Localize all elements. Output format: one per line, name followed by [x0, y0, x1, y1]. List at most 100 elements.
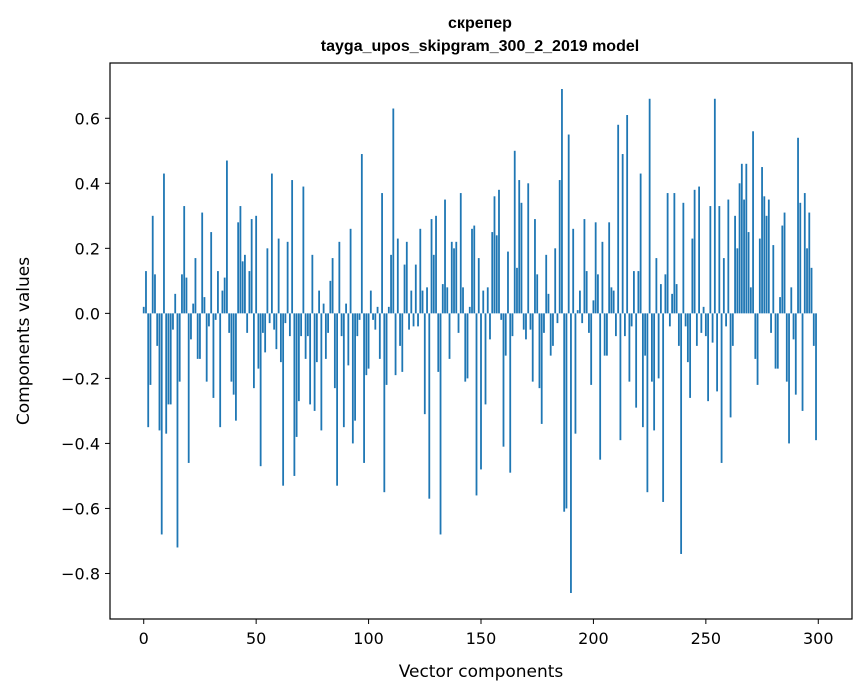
- bar: [484, 313, 487, 405]
- bar: [779, 297, 781, 314]
- bar: [567, 134, 570, 314]
- x-tick-label: 250: [691, 629, 722, 648]
- y-tick-label: −0.4: [61, 434, 100, 453]
- bar: [232, 313, 235, 395]
- x-tick-label: 200: [578, 629, 609, 648]
- bar: [306, 313, 309, 337]
- x-axis-label: Vector components: [399, 662, 564, 682]
- bar: [190, 313, 192, 340]
- bar: [540, 313, 543, 424]
- bar: [808, 212, 811, 314]
- bar: [489, 313, 491, 340]
- bar: [163, 173, 165, 314]
- bar: [743, 199, 745, 314]
- bar: [646, 313, 649, 493]
- bar: [612, 290, 615, 314]
- bar: [682, 202, 685, 314]
- chart-title-line1: скрепер: [448, 15, 512, 32]
- bar: [414, 264, 417, 314]
- bar: [561, 89, 563, 314]
- bar: [374, 313, 377, 330]
- bar: [426, 287, 428, 314]
- bar: [693, 189, 696, 314]
- bar: [650, 313, 653, 382]
- bar: [212, 313, 215, 398]
- bar: [237, 222, 240, 314]
- bar: [475, 313, 478, 496]
- bar: [318, 290, 321, 314]
- bar: [437, 313, 440, 372]
- bar: [259, 313, 262, 467]
- bar: [453, 248, 455, 314]
- bar: [365, 313, 368, 376]
- bar: [716, 313, 718, 392]
- bar: [812, 313, 815, 346]
- bar: [628, 313, 631, 382]
- x-tick-label: 150: [466, 629, 497, 648]
- bar: [253, 313, 255, 389]
- bar: [527, 183, 530, 314]
- bar: [457, 313, 460, 333]
- bar: [754, 313, 757, 359]
- bar: [176, 313, 179, 548]
- bar: [363, 313, 365, 463]
- bar: [235, 313, 237, 421]
- bar: [509, 313, 512, 473]
- bar: [423, 313, 426, 415]
- bar: [801, 313, 804, 411]
- bar: [633, 271, 635, 314]
- bar: [810, 267, 813, 314]
- bar: [597, 274, 599, 314]
- bar: [511, 313, 514, 337]
- bar: [534, 219, 536, 314]
- bar: [599, 313, 602, 460]
- bar: [174, 293, 177, 314]
- bar: [462, 287, 464, 314]
- bar: [264, 313, 267, 353]
- bar: [725, 313, 727, 327]
- bar: [230, 313, 233, 382]
- bar: [421, 290, 424, 314]
- bar: [327, 313, 329, 333]
- bar: [718, 206, 721, 314]
- bar: [758, 238, 761, 314]
- bar: [288, 313, 291, 337]
- bar: [291, 180, 294, 314]
- bar: [585, 271, 588, 314]
- bar: [217, 271, 219, 314]
- bar: [262, 313, 264, 333]
- bar: [192, 303, 195, 314]
- bar: [619, 313, 622, 441]
- bar: [246, 313, 249, 333]
- bar: [794, 313, 797, 395]
- bars-group: [142, 89, 817, 593]
- bar: [772, 245, 775, 314]
- bar: [570, 313, 572, 593]
- bar: [412, 313, 415, 327]
- bar: [615, 313, 617, 337]
- bar: [677, 313, 680, 346]
- bar: [556, 313, 559, 324]
- bar: [392, 108, 395, 314]
- bar: [500, 313, 503, 320]
- bar: [680, 313, 683, 554]
- bar: [495, 235, 498, 314]
- bar: [722, 258, 725, 314]
- bar: [626, 115, 629, 314]
- bar: [709, 206, 712, 314]
- bar: [765, 215, 768, 314]
- bar: [601, 241, 604, 314]
- bar: [767, 199, 770, 314]
- bar: [345, 303, 347, 314]
- bar: [644, 313, 647, 356]
- x-tick-label: 50: [246, 629, 266, 648]
- y-tick-label: −0.2: [61, 369, 100, 388]
- bar: [178, 313, 181, 382]
- bar: [552, 313, 554, 346]
- bar: [637, 271, 640, 314]
- bar: [704, 313, 707, 337]
- bar: [507, 251, 509, 314]
- bar: [806, 248, 808, 314]
- bar: [738, 183, 741, 314]
- bar: [401, 313, 404, 372]
